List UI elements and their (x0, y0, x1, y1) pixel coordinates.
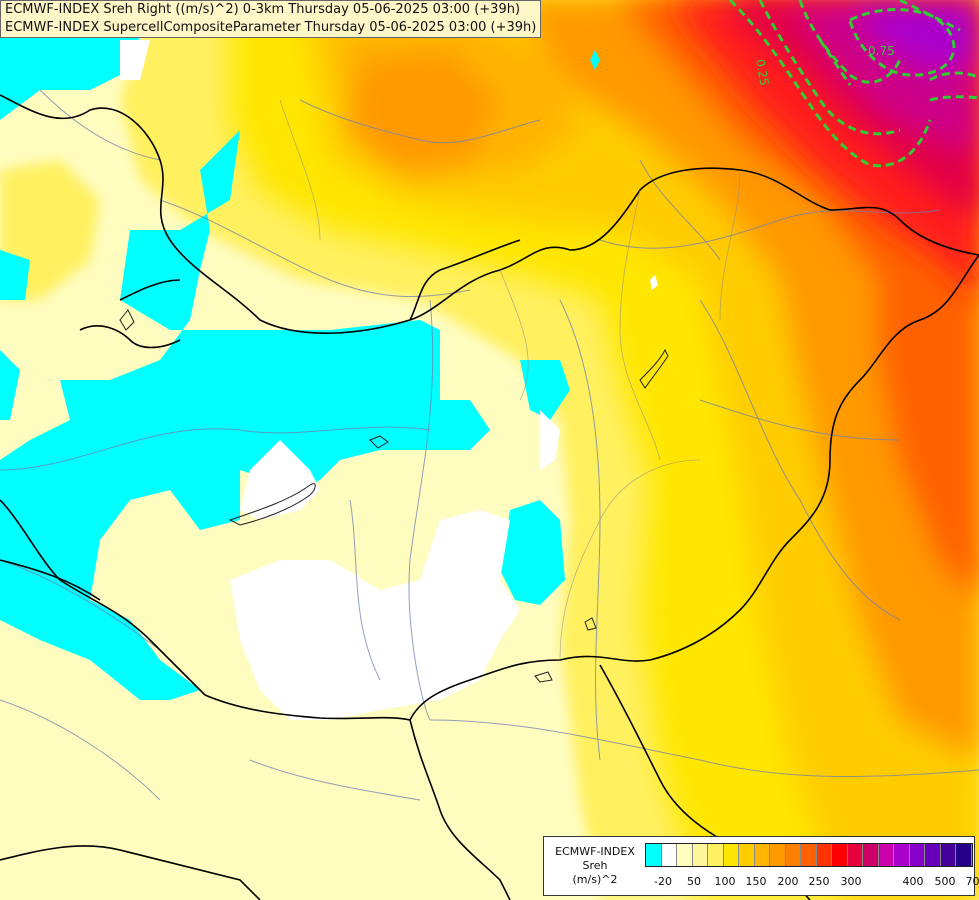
legend-tick-label: 150 (745, 875, 767, 888)
rivers (0, 89, 979, 801)
legend-tick-label: 700 (965, 875, 979, 888)
title-line-scp: ECMWF-INDEX SupercellCompositeParameter … (5, 20, 537, 35)
legend-swatch (863, 844, 879, 866)
legend-tick-label: 50 (687, 875, 701, 888)
legend-tick-label: 250 (808, 875, 830, 888)
legend-swatch (894, 844, 910, 866)
map-title-box: ECMWF-INDEX Sreh Right ((m/s)^2) 0-3km T… (0, 0, 542, 38)
legend-tick-label: -20 (654, 875, 672, 888)
legend-swatch (677, 844, 693, 866)
legend-tick-label: 500 (934, 875, 956, 888)
title-line-sreh: ECMWF-INDEX Sreh Right ((m/s)^2) 0-3km T… (5, 2, 521, 17)
legend-swatch (832, 844, 848, 866)
legend-swatch (739, 844, 755, 866)
legend-swatch (661, 844, 677, 866)
legend-swatch (708, 844, 724, 866)
field-zero-white (120, 40, 658, 720)
legend-swatch (940, 844, 956, 866)
legend-swatch (692, 844, 708, 866)
legend-title: ECMWF-INDEX Sreh (m/s)^2 (546, 845, 644, 887)
scp-contour-labels: 0.25 0.75 (753, 44, 895, 87)
lakes (119, 309, 669, 683)
legend-swatch (909, 844, 925, 866)
legend-title-model: ECMWF-INDEX (555, 845, 635, 858)
legend-swatch (816, 844, 832, 866)
legend-swatch (956, 844, 972, 866)
legend-tick-label: 200 (777, 875, 799, 888)
legend-colorbar (645, 843, 973, 867)
contour-label-025: 0.25 (753, 58, 771, 87)
legend-swatch (754, 844, 770, 866)
color-legend: ECMWF-INDEX Sreh (m/s)^2 -20 50 100 150 200 2… (543, 836, 979, 896)
field-500-band (720, 0, 979, 220)
legend-swatch (925, 844, 941, 866)
legend-tick-label: 400 (902, 875, 924, 888)
legend-title-unit: (m/s)^2 (572, 873, 618, 886)
legend-swatch (847, 844, 863, 866)
legend-swatch (646, 844, 662, 866)
legend-swatch (878, 844, 894, 866)
contour-label-075: 0.75 (868, 44, 895, 58)
legend-swatch (801, 844, 817, 866)
scp-contours (728, 0, 979, 168)
legend-swatch (770, 844, 786, 866)
legend-tick-label: 100 (714, 875, 736, 888)
legend-title-param: Sreh (582, 859, 608, 872)
legend-ticks: -20 50 100 150 200 250 300 400 500 700 (645, 875, 979, 891)
admin-borders (279, 99, 741, 661)
legend-tick-label: 300 (840, 875, 862, 888)
legend-swatch (723, 844, 739, 866)
legend-swatch (785, 844, 801, 866)
